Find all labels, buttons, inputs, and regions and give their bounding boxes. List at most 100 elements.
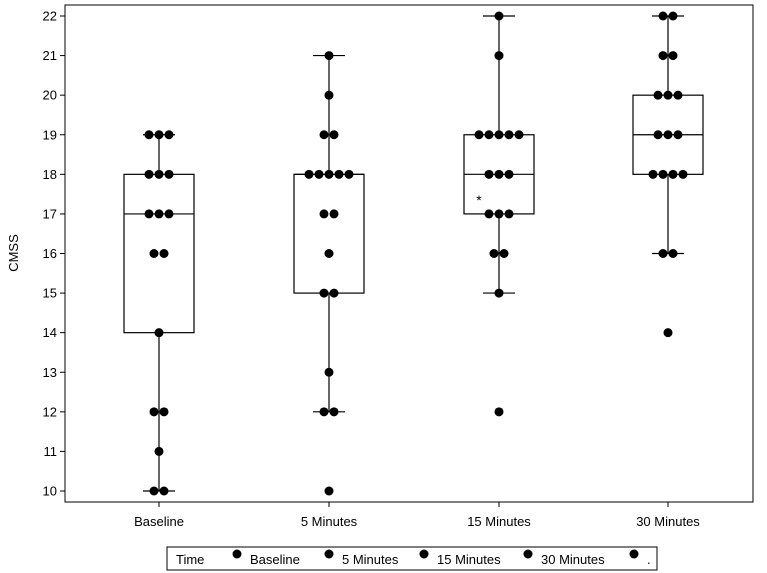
data-point [668, 169, 678, 179]
data-point [149, 486, 159, 496]
y-tick-label: 15 [43, 286, 57, 301]
data-point [494, 209, 504, 219]
data-point [329, 288, 339, 298]
data-point [154, 169, 164, 179]
data-point [319, 288, 329, 298]
legend-title: Time [176, 552, 204, 567]
data-point [164, 209, 174, 219]
data-point [484, 130, 494, 140]
data-point [329, 130, 339, 140]
y-tick-label: 11 [44, 444, 58, 459]
y-tick-label: 17 [43, 206, 57, 221]
legend-marker [232, 549, 242, 559]
legend-marker [324, 549, 334, 559]
data-point [658, 51, 668, 61]
y-tick-label: 12 [43, 404, 57, 419]
data-point [484, 169, 494, 179]
data-point [494, 130, 504, 140]
data-point [494, 169, 504, 179]
data-point [668, 51, 678, 61]
data-point [324, 486, 334, 496]
data-point [329, 407, 339, 417]
data-point [663, 90, 673, 100]
data-point [484, 209, 494, 219]
data-point [144, 209, 154, 219]
x-tick-label: 5 Minutes [301, 514, 358, 529]
data-point [673, 90, 683, 100]
data-point [653, 130, 663, 140]
legend-entry-label: . [647, 552, 651, 567]
legend: Time Baseline 5 Minutes 15 Minutes 30 Minut… [166, 546, 658, 571]
data-point [474, 130, 484, 140]
y-axis: 10 11 12 13 14 15 16 17 18 19 20 21 22 [43, 9, 65, 499]
data-point [329, 209, 339, 219]
y-tick-label: 22 [43, 9, 57, 24]
box-iqr [123, 173, 195, 334]
y-tick-label: 20 [43, 88, 57, 103]
y-tick-label: 18 [43, 167, 57, 182]
data-point [324, 249, 334, 258]
data-point [159, 249, 169, 258]
data-point [154, 328, 164, 338]
data-point [164, 130, 174, 140]
data-point [324, 51, 334, 61]
data-point [658, 169, 668, 179]
data-point [319, 130, 329, 140]
legend-frame [166, 546, 658, 571]
data-point [319, 209, 329, 219]
data-point [648, 169, 658, 179]
data-point [504, 130, 514, 140]
y-tick-label: 16 [43, 246, 57, 261]
data-point [324, 90, 334, 100]
data-point [663, 328, 673, 338]
data-point [489, 249, 499, 258]
box-plot-2 [293, 54, 365, 413]
legend-entry-label: 5 Minutes [342, 552, 399, 567]
data-point [658, 11, 668, 21]
data-point [314, 169, 324, 179]
y-tick-label: 10 [43, 484, 57, 499]
legend-marker [629, 549, 639, 559]
legend-entry-label: Baseline [250, 552, 300, 567]
data-point [304, 169, 314, 179]
data-point [653, 90, 663, 100]
x-tick-label: 15 Minutes [467, 514, 531, 529]
data-point [324, 169, 334, 179]
data-point [144, 169, 154, 179]
data-point [514, 130, 524, 140]
data-point [334, 169, 344, 179]
data-point [494, 11, 504, 21]
y-tick-label: 19 [43, 127, 57, 142]
data-point [499, 249, 509, 258]
data-point [494, 407, 504, 417]
x-tick-label: 30 Minutes [636, 514, 700, 529]
data-point [673, 130, 683, 140]
legend-entry-label: 30 Minutes [541, 552, 605, 567]
data-point [149, 249, 159, 258]
point-series [144, 11, 688, 496]
data-point [663, 130, 673, 140]
legend-marker [523, 549, 533, 559]
data-point [149, 407, 159, 417]
data-point [504, 209, 514, 219]
data-point [494, 51, 504, 61]
x-axis: Baseline 5 Minutes 15 Minutes 30 Minutes [134, 502, 700, 529]
legend-marker [419, 549, 429, 559]
mean-marker: * [476, 192, 482, 208]
data-point [144, 130, 154, 140]
data-point [159, 407, 169, 417]
data-point [678, 169, 688, 179]
legend-entry-label: 15 Minutes [437, 552, 501, 567]
data-point [154, 130, 164, 140]
y-tick-label: 14 [43, 325, 57, 340]
box-iqr [293, 173, 365, 294]
x-tick-label: Baseline [134, 514, 184, 529]
box-series: * [123, 15, 704, 492]
data-point [504, 169, 514, 179]
data-point [319, 407, 329, 417]
y-tick-label: 13 [43, 365, 57, 380]
y-axis-title: CMSS [6, 234, 21, 272]
data-point [164, 169, 174, 179]
data-point [658, 249, 668, 258]
